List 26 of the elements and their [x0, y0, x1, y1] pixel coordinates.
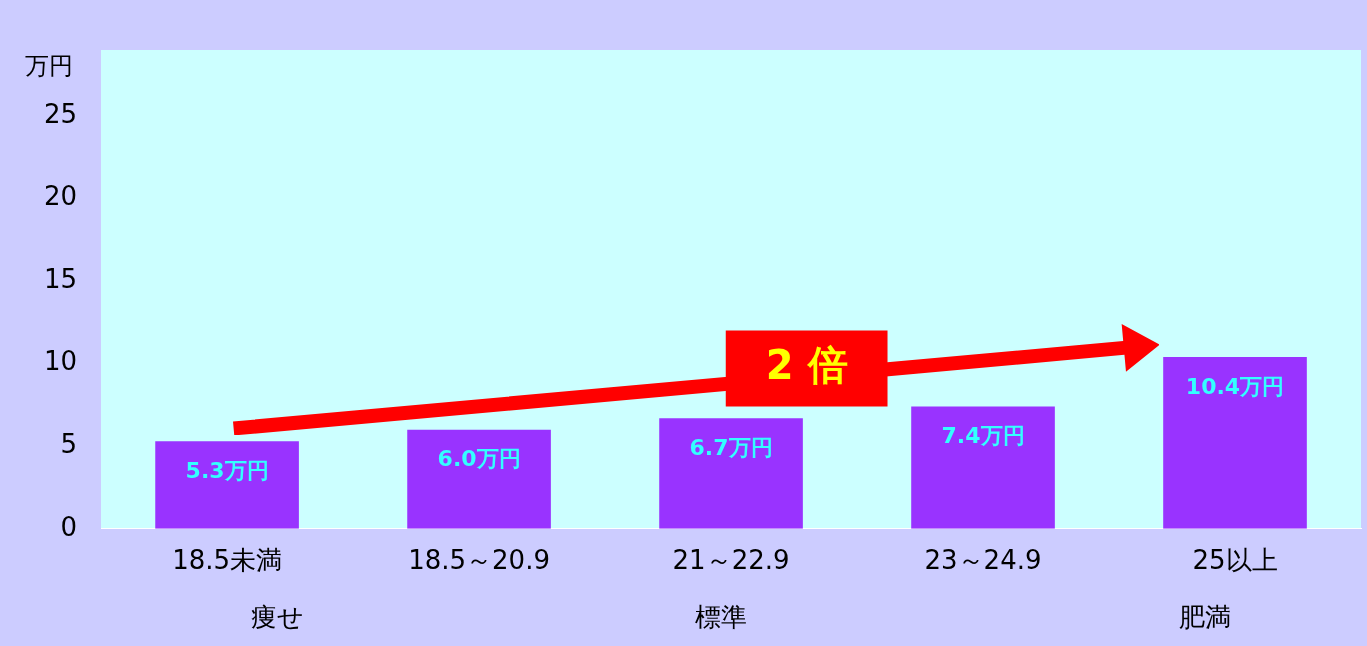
x-tick-label: 23～24.9	[924, 545, 1042, 576]
y-axis-title: 万円	[25, 52, 74, 81]
data-label: 7.4万円	[941, 423, 1025, 449]
data-label: 6.7万円	[689, 434, 773, 460]
y-tick-label: 0	[60, 511, 78, 542]
y-tick-label: 25	[43, 98, 78, 129]
x-tick-label: 18.5～20.9	[408, 545, 550, 576]
text: 痩せ	[250, 601, 304, 632]
x-tick-label: 18.5未満	[172, 545, 283, 576]
bar	[1163, 357, 1307, 529]
y-tick-label: 10	[43, 346, 78, 377]
annotation: 2 倍	[765, 341, 848, 388]
bar	[155, 441, 299, 529]
x-tick-label: 25以上	[1192, 545, 1278, 576]
data-label: 6.0万円	[437, 446, 521, 472]
text: 肥満	[1179, 601, 1232, 632]
text: 標準	[695, 601, 748, 632]
y-tick-label: 20	[43, 181, 78, 212]
bar	[911, 406, 1055, 529]
bar	[659, 418, 803, 529]
y-tick-label: 5	[60, 429, 78, 459]
data-label: 5.3万円	[185, 458, 269, 484]
bar	[407, 429, 551, 529]
data-label: 10.4万円	[1185, 373, 1285, 399]
x-tick-label: 21～22.9	[672, 545, 790, 576]
y-tick-label: 15	[43, 263, 78, 294]
